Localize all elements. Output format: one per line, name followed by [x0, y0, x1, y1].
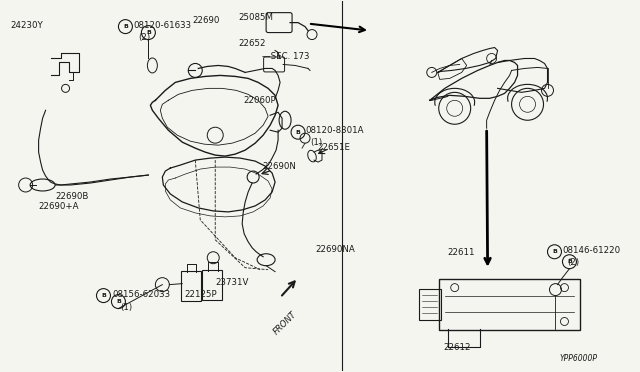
Text: B: B: [123, 24, 128, 29]
Text: 22611: 22611: [448, 248, 476, 257]
Text: 22690N: 22690N: [262, 162, 296, 171]
Text: (1): (1): [310, 138, 322, 147]
Text: B: B: [116, 299, 121, 304]
Text: 22690: 22690: [192, 16, 220, 25]
Text: (2): (2): [568, 258, 580, 267]
Text: (1): (1): [120, 302, 132, 312]
Text: B: B: [567, 259, 572, 264]
Text: FRONT: FRONT: [272, 310, 299, 336]
Text: 22612: 22612: [444, 343, 471, 352]
Text: 22690+A: 22690+A: [38, 202, 79, 211]
Text: (2): (2): [138, 33, 150, 42]
Text: 08120-8301A: 08120-8301A: [305, 126, 364, 135]
Text: B: B: [101, 293, 106, 298]
Text: 23731V: 23731V: [215, 278, 248, 287]
Text: —SEC. 173: —SEC. 173: [262, 51, 310, 61]
Text: 24230Y: 24230Y: [11, 20, 44, 30]
Text: 08120-61633: 08120-61633: [133, 20, 191, 30]
Text: B: B: [146, 30, 151, 35]
Text: B: B: [552, 249, 557, 254]
Text: 25085M: 25085M: [238, 13, 273, 22]
Text: 22652: 22652: [238, 39, 266, 48]
Text: 22060P: 22060P: [243, 96, 276, 105]
Text: B: B: [296, 130, 301, 135]
Text: YPP6000P: YPP6000P: [559, 355, 598, 363]
Text: 22651E: 22651E: [317, 143, 350, 152]
Text: 08156-62033: 08156-62033: [113, 290, 171, 299]
Text: 22125P: 22125P: [184, 290, 217, 299]
Text: 08146-61220: 08146-61220: [563, 246, 621, 255]
Text: 22690NA: 22690NA: [315, 245, 355, 254]
Text: 22690B: 22690B: [56, 192, 89, 201]
